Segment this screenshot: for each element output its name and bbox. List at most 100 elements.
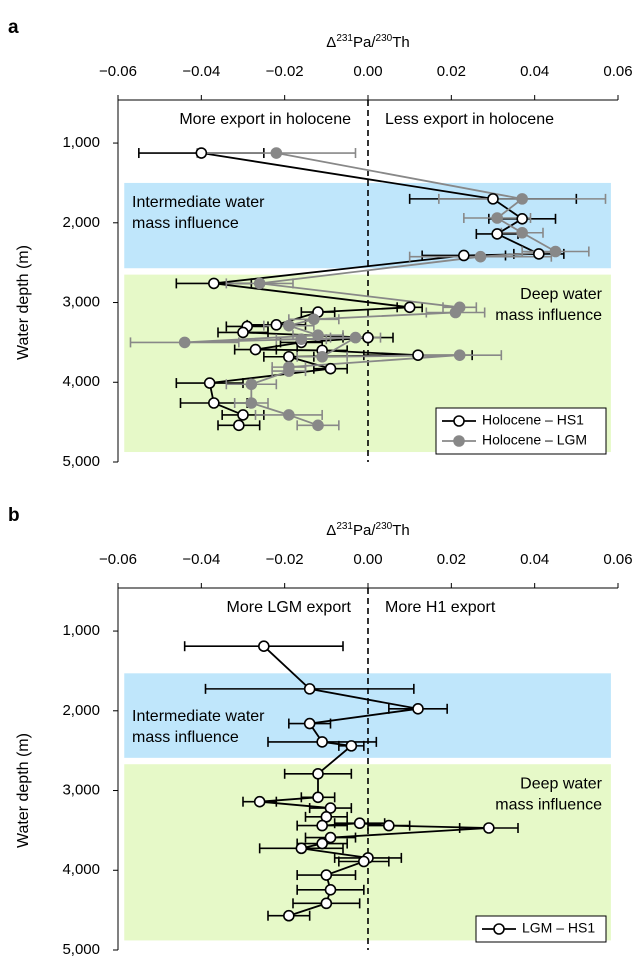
marker: [533, 248, 545, 260]
x-tick-label: −0.02: [266, 551, 304, 568]
annotation: More export in holocene: [179, 111, 351, 128]
marker: [312, 329, 324, 342]
marker: [258, 640, 270, 653]
marker: [253, 277, 266, 290]
x-tick-label: −0.04: [182, 63, 220, 80]
marker: [270, 147, 283, 159]
marker: [353, 817, 366, 830]
x-axis-label-part: Pa/: [353, 34, 376, 51]
marker: [316, 350, 328, 363]
annotation: More LGM export: [227, 599, 352, 616]
marker: [303, 717, 316, 730]
marker: [324, 362, 337, 375]
marker: [208, 397, 220, 409]
marker: [303, 683, 316, 695]
y-tick-label: 3,000: [62, 293, 100, 310]
legend: Holocene – HS1 Holocene – LGM: [435, 407, 607, 455]
y-axis-label: Water depth (m): [15, 733, 32, 848]
marker: [383, 819, 395, 832]
region-label: mass influence: [495, 307, 602, 324]
region-label: mass influence: [495, 796, 602, 813]
marker: [283, 365, 295, 377]
marker: [483, 822, 495, 834]
marker: [178, 336, 191, 349]
x-axis-label-part: Th: [392, 522, 410, 539]
region-label: mass influence: [132, 215, 239, 232]
y-tick-label: 4,000: [62, 861, 100, 878]
region-label: Intermediate water: [132, 194, 265, 211]
x-tick-label: −0.04: [182, 551, 220, 568]
legend-marker: [453, 435, 465, 447]
x-tick-label: 0.00: [353, 551, 382, 568]
marker: [349, 331, 362, 344]
marker: [208, 277, 220, 290]
marker: [403, 301, 416, 314]
y-axis-label: Water depth (m): [15, 245, 32, 360]
marker: [491, 212, 503, 224]
marker: [516, 193, 528, 205]
marker: [487, 193, 499, 205]
marker: [458, 249, 470, 262]
marker: [320, 897, 333, 910]
x-tick-label: 0.04: [520, 551, 549, 568]
y-tick-label: 3,000: [62, 781, 100, 798]
marker: [270, 319, 283, 331]
marker: [245, 397, 258, 409]
marker: [324, 831, 337, 844]
y-tick-label: 1,000: [62, 622, 100, 639]
x-axis-label: Δ231Pa/230Th: [326, 521, 409, 539]
marker: [316, 819, 328, 832]
y-tick-label: 1,000: [62, 134, 100, 151]
marker: [295, 842, 308, 855]
marker: [237, 409, 249, 421]
x-tick-label: −0.06: [99, 63, 137, 80]
marker: [362, 331, 374, 344]
region-label: Deep water: [520, 775, 602, 792]
marker: [295, 333, 308, 346]
legend-label: LGM – HS1: [522, 920, 595, 936]
marker: [233, 419, 245, 432]
marker: [345, 740, 358, 752]
x-tick-label: 0.06: [603, 551, 632, 568]
marker: [283, 909, 295, 922]
x-tick-label: 0.02: [437, 551, 466, 568]
marker: [474, 250, 487, 263]
region-label: Intermediate water: [132, 708, 265, 725]
marker: [312, 767, 324, 780]
legend-marker: [493, 923, 505, 935]
marker: [412, 349, 424, 361]
x-tick-label: 0.00: [353, 63, 382, 80]
marker: [283, 350, 295, 363]
marker: [320, 869, 333, 881]
y-tick-label: 2,000: [62, 702, 100, 719]
marker: [516, 213, 528, 225]
x-tick-label: 0.06: [603, 63, 632, 80]
marker: [316, 736, 328, 748]
y-tick-label: 5,000: [62, 941, 100, 958]
marker: [324, 883, 337, 896]
legend: LGM – HS1: [475, 915, 607, 943]
x-tick-label: −0.06: [99, 551, 137, 568]
marker: [245, 378, 258, 391]
marker: [249, 343, 262, 356]
x-axis-label-part: Th: [392, 34, 410, 51]
marker: [283, 319, 295, 332]
marker: [453, 349, 466, 361]
marker: [316, 837, 328, 850]
marker: [358, 855, 370, 868]
legend-marker: [453, 415, 465, 427]
legend-label: Holocene – HS1: [482, 412, 584, 428]
marker: [283, 409, 295, 421]
marker: [449, 306, 462, 319]
panel-label: a: [8, 17, 19, 38]
x-axis-label-part: 230: [376, 521, 393, 532]
y-tick-label: 5,000: [62, 453, 100, 470]
x-axis-label-part: Δ: [326, 522, 336, 539]
marker: [308, 313, 320, 326]
x-tick-label: 0.04: [520, 63, 549, 80]
marker: [491, 228, 503, 240]
marker: [412, 702, 424, 715]
x-axis-label-part: Pa/: [353, 522, 376, 539]
marker: [195, 147, 208, 159]
